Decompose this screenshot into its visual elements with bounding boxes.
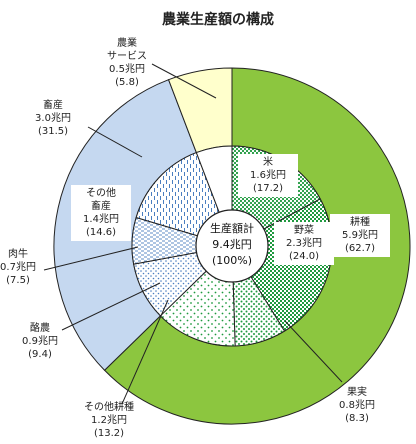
inner-label-4-value: 0.9兆円 <box>22 335 58 347</box>
inner-label-6-box <box>71 185 131 241</box>
center-label-line3: (100%) <box>212 254 252 267</box>
inner-label-2-pct: (8.3) <box>345 413 369 424</box>
inner-label-1-box <box>274 222 334 265</box>
outer-label-1-leader <box>87 126 143 158</box>
inner-label-0-value: 1.6兆円 <box>250 169 286 181</box>
outer-label-0-pct: (62.7) <box>345 243 375 254</box>
inner-label-3-leader <box>121 299 169 405</box>
outer-label-2-name: 農業 <box>117 36 137 49</box>
inner-label-5-leader <box>43 246 139 271</box>
outer-label-2-name: サービス <box>107 50 147 62</box>
inner-label-3-name: その他耕種 <box>84 400 134 413</box>
inner-label-6-name: その他 <box>86 186 116 199</box>
center-label-line1: 生産額計 <box>210 221 254 235</box>
inner-label-3-pct: (13.2) <box>94 428 124 439</box>
inner-label-2-value: 0.8兆円 <box>339 399 375 411</box>
chart-title: 農業生産額の構成 <box>162 11 274 28</box>
outer-label-0-name: 耕種 <box>350 215 370 228</box>
inner-label-1-value: 2.3兆円 <box>286 237 322 249</box>
inner-label-4-name: 酪農 <box>30 321 50 334</box>
inner-label-5-value: 0.7兆円 <box>0 261 36 273</box>
center-hole <box>195 209 269 283</box>
inner-label-1-name: 野菜 <box>294 224 314 236</box>
outer-label-2-pct: (5.8) <box>115 77 139 88</box>
inner-label-5-pct: (7.5) <box>6 275 30 286</box>
inner-label-0-pct: (17.2) <box>253 183 283 194</box>
center-label-line2: 9.4兆円 <box>212 238 252 251</box>
inner-label-4-leader <box>61 282 161 331</box>
outer-label-2-leader <box>151 63 217 99</box>
inner-label-5-name: 肉牛 <box>8 247 28 260</box>
center-label: 生産額計 9.4兆円 (100%) <box>195 209 269 283</box>
inner-label-3-value: 1.2兆円 <box>91 414 127 426</box>
outer-label-1-value: 3.0兆円 <box>35 112 71 124</box>
slice-labels: 米1.6兆円 (17.2) 野菜2.3兆円 (24.0) 耕種5.9兆円 (62.7) 果実… <box>0 36 390 439</box>
inner-label-0-name: 米 <box>263 155 273 168</box>
outer-label-1-pct: (31.5) <box>38 126 68 137</box>
outer-label-2-value: 0.5兆円 <box>109 63 145 75</box>
outer-label-1-name: 畜産 <box>43 98 63 111</box>
leader-lines <box>43 63 343 405</box>
outer-label-0-box <box>330 214 390 257</box>
inner-label-6-value: 1.4兆円 <box>83 213 119 225</box>
inner-label-6-name: 畜産 <box>91 199 111 212</box>
inner-label-2-leader <box>284 320 343 383</box>
outer-label-0-value: 5.9兆円 <box>342 229 378 241</box>
inner-label-1-pct: (24.0) <box>289 251 319 262</box>
inner-label-2-name: 果実 <box>347 385 367 398</box>
inner-label-6-pct: (14.6) <box>86 227 116 238</box>
inner-label-4-pct: (9.4) <box>28 349 52 360</box>
inner-label-0-box <box>238 154 298 197</box>
